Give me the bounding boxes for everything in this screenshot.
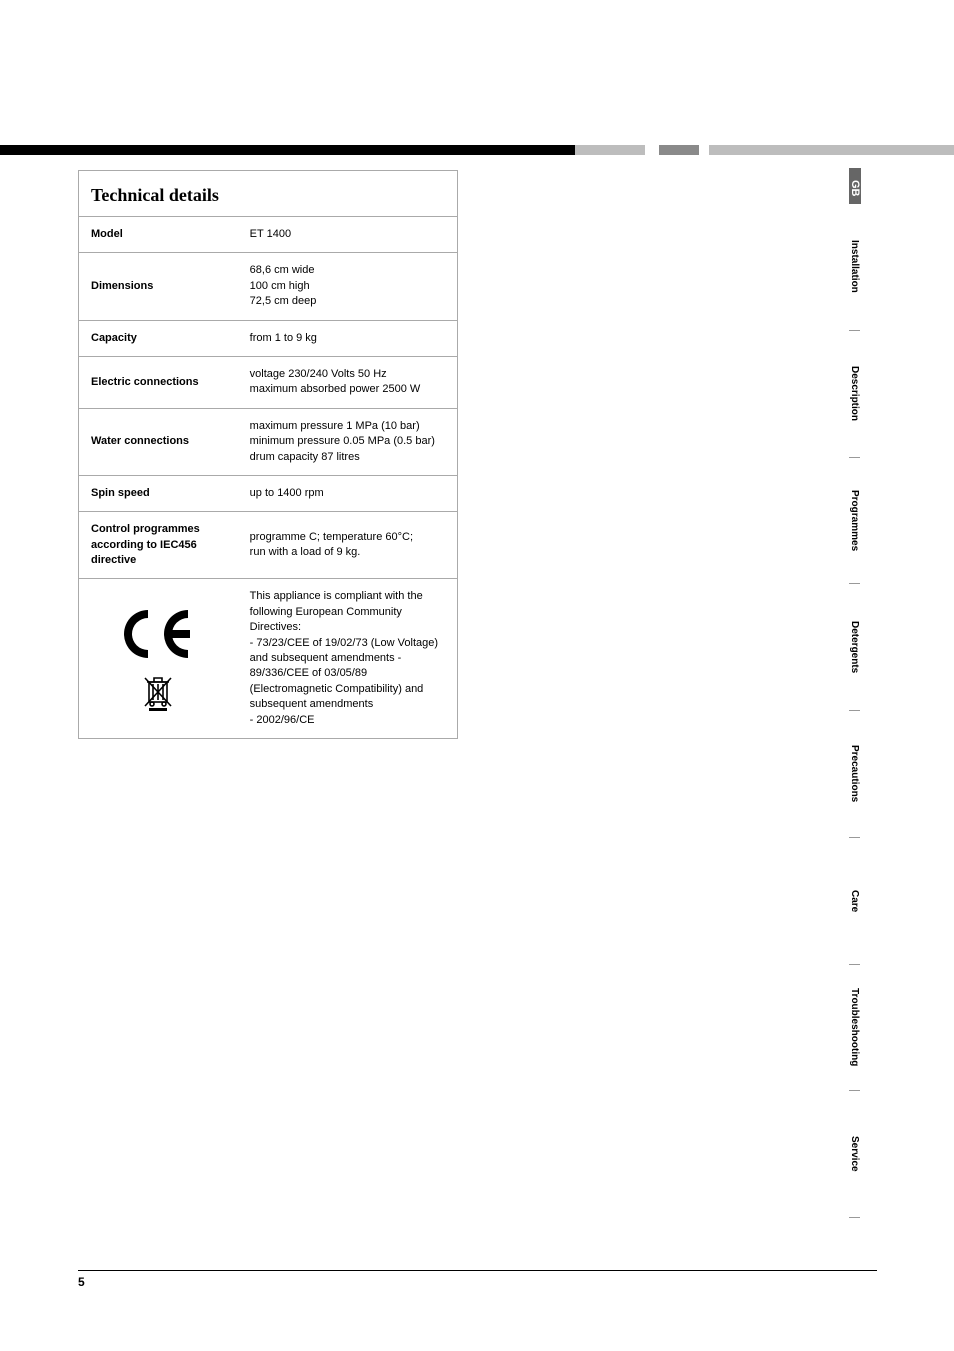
row-label [79, 579, 238, 739]
row-label: Spin speed [79, 475, 238, 511]
side-tab-detergents: Detergents [849, 584, 860, 711]
ce-mark-cell [91, 600, 226, 718]
side-tab-description: Description [849, 331, 860, 458]
side-tab-gb: GB [849, 168, 861, 204]
row-label: Control programmes according to IEC456 d… [79, 512, 238, 579]
table-title: Technical details [79, 171, 458, 217]
side-tabs: GBInstallationDescriptionProgrammesDeter… [849, 168, 877, 1218]
table-row: This appliance is compliant with the fol… [79, 579, 458, 739]
ce-mark-icon [118, 606, 198, 662]
side-tab-care: Care [849, 838, 860, 965]
row-value: 68,6 cm wide100 cm high72,5 cm deep [238, 253, 458, 320]
row-value: This appliance is compliant with the fol… [238, 579, 458, 739]
band-segment [575, 145, 645, 155]
side-tab-precautions: Precautions [849, 711, 860, 838]
table-row: Water connectionsmaximum pressure 1 MPa … [79, 408, 458, 475]
side-tab-service: Service [849, 1091, 860, 1218]
table-row: ModelET 1400 [79, 217, 458, 253]
row-label: Water connections [79, 408, 238, 475]
row-label: Electric connections [79, 356, 238, 408]
side-tab-installation: Installation [849, 204, 860, 331]
band-segment [645, 145, 659, 155]
technical-details-table: Technical details ModelET 1400Dimensions… [78, 170, 458, 739]
table-row: Dimensions68,6 cm wide100 cm high72,5 cm… [79, 253, 458, 320]
row-value: voltage 230/240 Volts 50 Hzmaximum absor… [238, 356, 458, 408]
row-value: maximum pressure 1 MPa (10 bar)minimum p… [238, 408, 458, 475]
side-tab-programmes: Programmes [849, 458, 860, 585]
row-value: programme C; temperature 60°C;run with a… [238, 512, 458, 579]
table-row: Control programmes according to IEC456 d… [79, 512, 458, 579]
band-segment [709, 145, 954, 155]
page-number: 5 [78, 1275, 85, 1289]
row-label: Model [79, 217, 238, 253]
table-row: Electric connectionsvoltage 230/240 Volt… [79, 356, 458, 408]
row-label: Dimensions [79, 253, 238, 320]
side-tab-troubleshooting: Troubleshooting [849, 965, 860, 1092]
row-value: ET 1400 [238, 217, 458, 253]
row-value: up to 1400 rpm [238, 475, 458, 511]
bottom-rule [78, 1270, 877, 1271]
band-segment [659, 145, 699, 155]
row-value: from 1 to 9 kg [238, 320, 458, 356]
band-segment [0, 145, 575, 155]
top-color-band [0, 145, 954, 155]
table-row: Spin speedup to 1400 rpm [79, 475, 458, 511]
band-segment [699, 145, 709, 155]
row-label: Capacity [79, 320, 238, 356]
weee-bin-icon [142, 672, 174, 712]
table-row: Capacityfrom 1 to 9 kg [79, 320, 458, 356]
